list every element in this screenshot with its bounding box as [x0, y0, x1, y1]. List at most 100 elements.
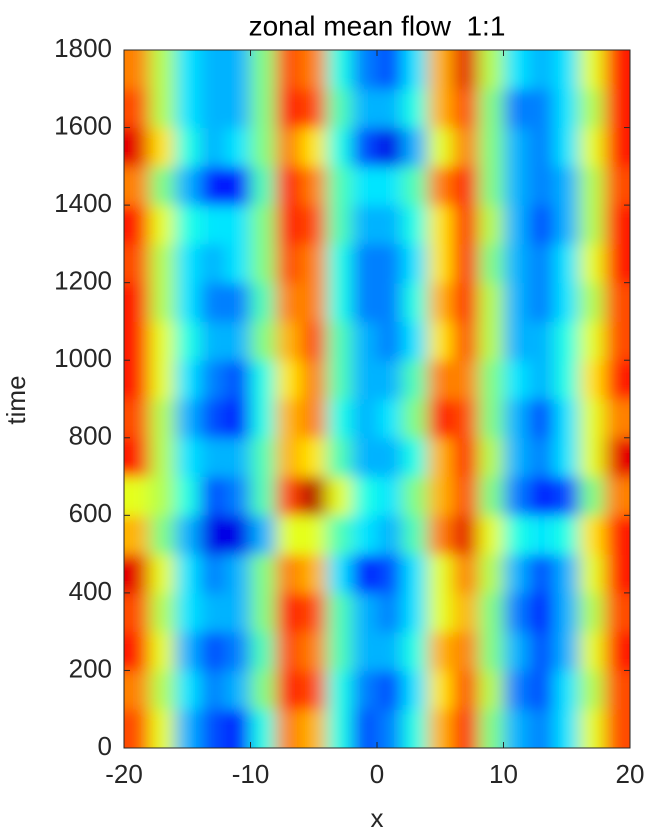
heatmap-cell [478, 592, 504, 633]
heatmap-cell [402, 205, 429, 245]
heatmap-cell [225, 437, 251, 478]
heatmap-cell [427, 282, 454, 322]
heatmap-cell [174, 321, 201, 361]
heatmap-cell [402, 554, 429, 594]
heatmap-cell [452, 166, 479, 206]
heatmap-cell [326, 88, 353, 129]
heatmap-cell [402, 592, 429, 633]
heatmap-cell [275, 476, 302, 516]
heatmap-cell [604, 360, 630, 400]
heatmap-cell [528, 127, 555, 167]
heatmap-cell [124, 437, 150, 478]
heatmap-cell [174, 50, 201, 90]
heatmap-cell [149, 670, 176, 710]
heatmap-cell [124, 592, 150, 633]
heatmap-cell [604, 321, 630, 361]
heatmap-cell [301, 50, 327, 90]
y-tick-label: 800 [69, 421, 112, 451]
heatmap-cell [124, 205, 150, 245]
heatmap-cell [149, 437, 176, 478]
heatmap-cell [478, 399, 504, 439]
heatmap-cell [225, 670, 251, 710]
heatmap-cell [528, 88, 555, 129]
heatmap-cell [427, 321, 454, 361]
heatmap-cell [402, 631, 429, 671]
heatmap-cell [250, 88, 277, 129]
heatmap-cell [225, 515, 251, 555]
heatmap-cell [326, 476, 353, 516]
heatmap-cell [402, 50, 429, 90]
heatmap-cell [478, 127, 504, 167]
heatmap-cell [301, 515, 327, 555]
heatmap-cell [250, 631, 277, 671]
heatmap-cell [579, 321, 606, 361]
heatmap-cell [301, 631, 327, 671]
heatmap-cell [124, 321, 150, 361]
heatmap-cell [528, 515, 555, 555]
heatmap-cell [351, 88, 378, 129]
heatmap-cell [250, 127, 277, 167]
heatmap-cell [579, 670, 606, 710]
heatmap-cell [174, 592, 201, 633]
heatmap-cell [351, 166, 378, 206]
y-tick-label: 400 [69, 576, 112, 606]
heatmap-cell [301, 670, 327, 710]
heatmap-cell [503, 515, 530, 555]
heatmap-cell [301, 88, 327, 129]
heatmap-cell [225, 205, 251, 245]
heatmap-cell [528, 631, 555, 671]
heatmap-cell [149, 88, 176, 129]
heatmap-cell [402, 515, 429, 555]
heatmap-cell [579, 709, 606, 748]
heatmap-cell [427, 631, 454, 671]
heatmap-cell [301, 166, 327, 206]
heatmap-cell [604, 282, 630, 322]
heatmap-cell [528, 50, 555, 90]
heatmap-cell [275, 554, 302, 594]
heatmap-cell [427, 476, 454, 516]
heatmap-cell [377, 166, 403, 206]
heatmap-cell [377, 321, 403, 361]
heatmap-cell [503, 205, 530, 245]
y-tick-label: 1000 [54, 343, 112, 373]
heatmap-cell [149, 515, 176, 555]
heatmap-cell [377, 360, 403, 400]
heatmap-cell [351, 282, 378, 322]
heatmap-cell [275, 670, 302, 710]
heatmap-cell [124, 709, 150, 748]
heatmap-cell [478, 243, 504, 284]
heatmap-cell [199, 399, 226, 439]
heatmap-cell [124, 282, 150, 322]
heatmap-cell [174, 360, 201, 400]
heatmap-cell [326, 50, 353, 90]
heatmap-cell [427, 360, 454, 400]
heatmap-cell [503, 709, 530, 748]
heatmap-cell [402, 127, 429, 167]
heatmap-cell [301, 592, 327, 633]
heatmap-cell [528, 554, 555, 594]
heatmap-cell [124, 360, 150, 400]
heatmap-cell [503, 321, 530, 361]
heatmap-cell [528, 592, 555, 633]
heatmap-cell [528, 437, 555, 478]
heatmap-cell [326, 166, 353, 206]
heatmap-cell [275, 166, 302, 206]
heatmap-cell [174, 476, 201, 516]
heatmap-cell [427, 88, 454, 129]
heatmap-cell [503, 592, 530, 633]
heatmap [124, 50, 630, 748]
heatmap-cell [554, 554, 580, 594]
y-tick-label: 200 [69, 653, 112, 683]
heatmap-cell [579, 592, 606, 633]
heatmap-cell [225, 166, 251, 206]
heatmap-cell [402, 670, 429, 710]
heatmap-cell [554, 515, 580, 555]
heatmap-cell [149, 282, 176, 322]
heatmap-cell [124, 50, 150, 90]
heatmap-cell [452, 476, 479, 516]
heatmap-cell [250, 50, 277, 90]
heatmap-cell [604, 631, 630, 671]
heatmap-cell [554, 437, 580, 478]
heatmap-cell [199, 554, 226, 594]
heatmap-cell [377, 670, 403, 710]
